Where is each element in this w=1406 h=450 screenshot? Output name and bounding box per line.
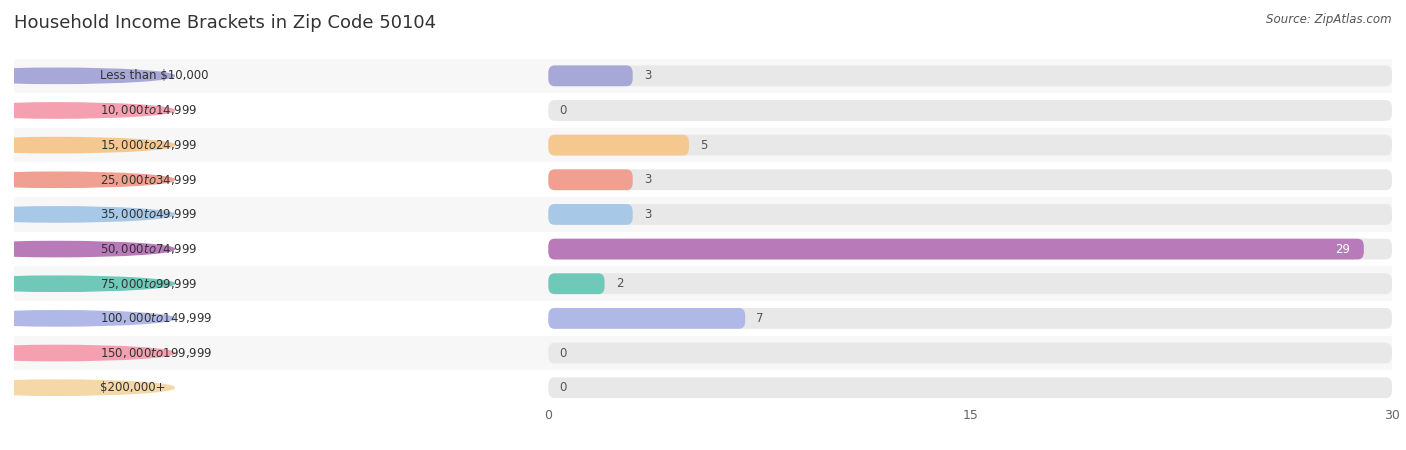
FancyBboxPatch shape (548, 65, 633, 86)
Text: $25,000 to $34,999: $25,000 to $34,999 (100, 173, 197, 187)
Circle shape (0, 311, 174, 326)
FancyBboxPatch shape (548, 169, 633, 190)
FancyBboxPatch shape (14, 301, 548, 336)
Circle shape (0, 172, 174, 187)
FancyBboxPatch shape (548, 308, 745, 329)
FancyBboxPatch shape (14, 162, 548, 197)
FancyBboxPatch shape (548, 273, 605, 294)
FancyBboxPatch shape (548, 65, 1392, 86)
FancyBboxPatch shape (14, 232, 548, 266)
Text: 0: 0 (560, 346, 567, 360)
Circle shape (0, 103, 174, 118)
Circle shape (0, 276, 174, 291)
Text: Source: ZipAtlas.com: Source: ZipAtlas.com (1267, 14, 1392, 27)
Text: 3: 3 (644, 69, 651, 82)
Circle shape (0, 68, 174, 83)
Text: 29: 29 (1334, 243, 1350, 256)
FancyBboxPatch shape (548, 197, 1392, 232)
Circle shape (0, 242, 174, 256)
Text: $100,000 to $149,999: $100,000 to $149,999 (100, 311, 212, 325)
FancyBboxPatch shape (548, 370, 1392, 405)
Text: Less than $10,000: Less than $10,000 (100, 69, 208, 82)
Text: 3: 3 (644, 208, 651, 221)
Text: $75,000 to $99,999: $75,000 to $99,999 (100, 277, 197, 291)
FancyBboxPatch shape (14, 197, 548, 232)
FancyBboxPatch shape (548, 238, 1364, 260)
FancyBboxPatch shape (548, 342, 1392, 364)
FancyBboxPatch shape (548, 100, 1392, 121)
FancyBboxPatch shape (548, 204, 633, 225)
FancyBboxPatch shape (548, 162, 1392, 197)
FancyBboxPatch shape (548, 301, 1392, 336)
FancyBboxPatch shape (548, 273, 1392, 294)
FancyBboxPatch shape (548, 204, 1392, 225)
FancyBboxPatch shape (14, 93, 548, 128)
Text: $150,000 to $199,999: $150,000 to $199,999 (100, 346, 212, 360)
Circle shape (0, 346, 174, 360)
Text: Household Income Brackets in Zip Code 50104: Household Income Brackets in Zip Code 50… (14, 14, 436, 32)
FancyBboxPatch shape (548, 169, 1392, 190)
FancyBboxPatch shape (548, 238, 1392, 260)
Text: 7: 7 (756, 312, 763, 325)
Text: 0: 0 (560, 104, 567, 117)
Text: 5: 5 (700, 139, 707, 152)
Text: 3: 3 (644, 173, 651, 186)
FancyBboxPatch shape (548, 336, 1392, 370)
FancyBboxPatch shape (548, 135, 1392, 156)
FancyBboxPatch shape (548, 58, 1392, 93)
FancyBboxPatch shape (548, 377, 1392, 398)
Circle shape (0, 207, 174, 222)
Text: $15,000 to $24,999: $15,000 to $24,999 (100, 138, 197, 152)
FancyBboxPatch shape (14, 128, 548, 162)
Circle shape (0, 138, 174, 153)
FancyBboxPatch shape (14, 370, 548, 405)
FancyBboxPatch shape (548, 93, 1392, 128)
Text: $50,000 to $74,999: $50,000 to $74,999 (100, 242, 197, 256)
FancyBboxPatch shape (548, 232, 1392, 266)
Text: $35,000 to $49,999: $35,000 to $49,999 (100, 207, 197, 221)
FancyBboxPatch shape (14, 58, 548, 93)
FancyBboxPatch shape (548, 308, 1392, 329)
FancyBboxPatch shape (14, 266, 548, 301)
FancyBboxPatch shape (548, 128, 1392, 162)
FancyBboxPatch shape (548, 135, 689, 156)
Circle shape (0, 380, 174, 395)
Text: $200,000+: $200,000+ (100, 381, 165, 394)
FancyBboxPatch shape (14, 336, 548, 370)
Text: 0: 0 (560, 381, 567, 394)
Text: 2: 2 (616, 277, 623, 290)
Text: $10,000 to $14,999: $10,000 to $14,999 (100, 104, 197, 117)
FancyBboxPatch shape (548, 266, 1392, 301)
